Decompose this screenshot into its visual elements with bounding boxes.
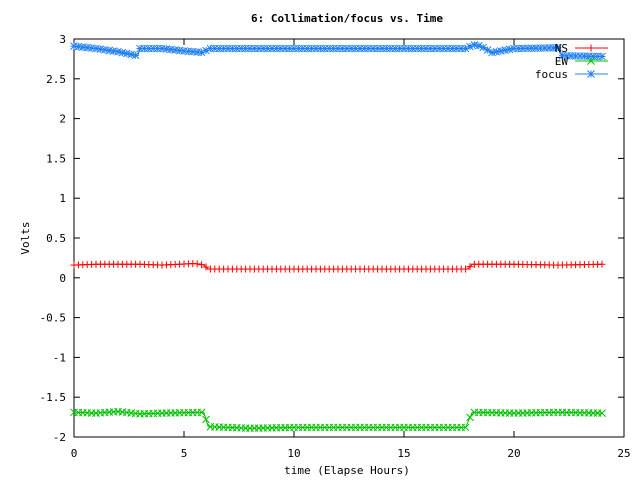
y-tick-label: -1.5 [40,391,67,404]
legend-label: NS [555,42,568,55]
data-point [470,41,479,49]
data-point [122,408,131,417]
axis-ticks: 0 5 10 15 20 25 -2 -1.5 -1 -0.5 0 0.5 1 1.5 2 2.5 3 [40,33,631,460]
y-axis-label: Volts [19,221,32,254]
series-ns [70,260,606,273]
data-point [118,48,127,57]
y-tick-label: 0.5 [46,232,66,245]
data-point [122,49,131,58]
x-tick-label: 25 [617,447,630,460]
data-point [131,409,140,418]
y-tick-label: 1 [59,192,66,205]
data-point [118,408,127,416]
data-point [197,408,206,417]
x-tick-label: 15 [397,447,410,460]
data-point [162,45,171,53]
data-point [554,43,562,52]
data-point [598,409,606,417]
data-point [197,48,206,57]
y-tick-label: -0.5 [40,312,67,325]
data-point [100,45,109,54]
y-tick-label: 1.5 [46,152,66,165]
legend-label: focus [535,68,568,81]
chart-title: 6: Collimation/focus vs. Time [251,12,443,25]
data-point [109,47,118,55]
y-tick-label: -1 [53,351,66,364]
data-point [461,423,470,432]
data-point [131,51,140,60]
x-axis-label: time (Elapse Hours) [284,464,410,477]
legend-marker [587,57,595,65]
data-point [70,42,78,51]
series-line [73,410,603,429]
data-point [202,415,210,424]
y-tick-label: 3 [59,33,66,46]
series-focus [70,41,606,61]
x-tick-label: 0 [71,447,78,460]
data-point [96,45,105,54]
plot-frame [73,38,625,438]
data-point [74,42,83,51]
data-point [166,45,175,54]
data-point [598,52,606,61]
x-tick-label: 20 [507,447,520,460]
data-point [114,47,122,56]
data-point [78,43,87,51]
data-point [171,46,180,54]
data-point [127,409,136,417]
data-point [92,44,100,53]
y-tick-label: -2 [53,431,66,444]
data-point [466,42,474,51]
data-point [105,46,114,55]
data-point [175,46,184,55]
y-tick-label: 2 [59,113,66,126]
data-point [83,43,92,52]
x-tick-label: 5 [181,447,188,460]
data-point [483,46,492,54]
data-point [158,44,166,53]
data-point [127,50,136,59]
legend-label: EW [555,55,569,68]
series-ew [70,407,606,433]
data-point [474,41,483,50]
y-tick-label: 0 [59,272,66,285]
legend-marker [587,70,595,78]
data-point [114,407,122,416]
series-layer [70,41,606,433]
x-tick-label: 10 [287,447,300,460]
y-tick-label: 2.5 [46,73,66,86]
data-point [87,44,96,52]
data-point [479,43,488,52]
